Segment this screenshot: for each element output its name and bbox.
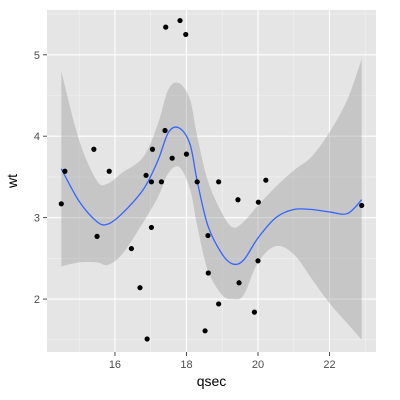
data-point xyxy=(143,172,149,178)
x-tick-label: 22 xyxy=(323,359,335,371)
data-point xyxy=(158,179,165,185)
y-tick-label: 4 xyxy=(34,131,40,143)
plot-panel xyxy=(47,10,376,352)
data-point xyxy=(205,232,211,239)
data-point xyxy=(255,258,261,264)
x-tick-label: 18 xyxy=(180,359,192,371)
data-point xyxy=(216,301,222,307)
data-point xyxy=(163,24,169,30)
y-axis-ticks: 2 3 4 5 xyxy=(34,50,47,306)
data-point xyxy=(183,31,189,38)
data-point xyxy=(144,336,150,342)
data-point xyxy=(183,151,190,157)
data-point xyxy=(94,233,100,239)
x-axis-title: qsec xyxy=(197,373,227,389)
y-axis-title: wt xyxy=(4,174,20,189)
data-point xyxy=(202,328,208,334)
y-tick-label: 5 xyxy=(34,50,40,62)
data-points xyxy=(58,17,365,342)
data-point xyxy=(194,179,200,185)
y-tick-label: 3 xyxy=(34,213,40,225)
data-point xyxy=(149,146,156,152)
x-axis-ticks: 16 18 20 22 xyxy=(109,352,336,371)
data-point xyxy=(128,245,134,252)
data-point xyxy=(62,168,68,174)
data-point xyxy=(263,177,269,183)
confidence-band xyxy=(61,58,362,340)
data-point xyxy=(137,285,143,291)
data-point xyxy=(169,155,175,161)
data-point xyxy=(58,201,64,207)
data-point xyxy=(162,127,168,134)
data-point xyxy=(148,224,155,231)
y-tick-label: 2 xyxy=(34,294,40,306)
x-tick-label: 16 xyxy=(109,359,121,371)
data-point xyxy=(235,197,241,203)
data-point xyxy=(106,168,112,174)
data-point xyxy=(251,309,258,315)
data-point xyxy=(148,179,155,185)
data-point xyxy=(177,17,183,24)
data-point xyxy=(255,199,261,205)
x-tick-label: 20 xyxy=(252,359,264,371)
data-point xyxy=(205,270,211,276)
major-gridlines xyxy=(47,10,376,352)
data-point xyxy=(91,146,97,152)
smooth-line xyxy=(60,126,363,266)
data-point xyxy=(236,280,242,286)
data-point xyxy=(216,179,222,185)
data-point xyxy=(359,202,365,209)
